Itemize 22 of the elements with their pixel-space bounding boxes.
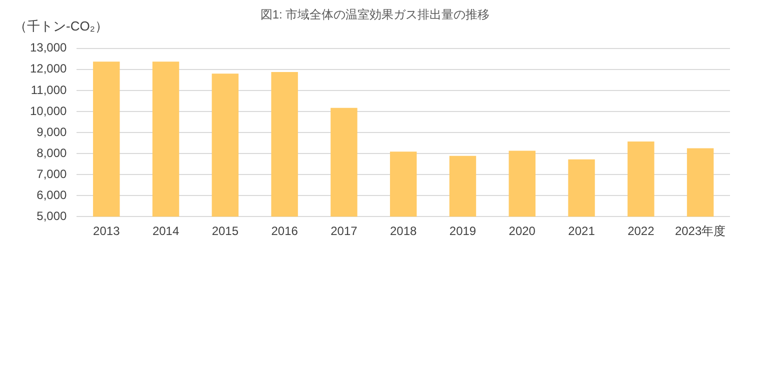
y-tick-label: 5,000: [36, 208, 68, 223]
y-tick-label: 10,000: [30, 104, 68, 118]
y-tick-label: 9,000: [36, 124, 68, 139]
x-tick-label: 2023年度: [674, 224, 726, 238]
y-tick-label: 11,000: [30, 82, 68, 97]
x-tick-label: 2015: [212, 224, 239, 238]
y-axis-title: （千トン-CO₂）: [14, 18, 108, 34]
x-tick-label: 2018: [390, 224, 418, 238]
y-tick-label: 12,000: [30, 62, 68, 76]
y-tick-label: 6,000: [36, 188, 68, 202]
x-tick-label: 2016: [271, 224, 298, 238]
x-tick-label: 2019: [449, 224, 476, 238]
y-tick-label: 7,000: [36, 166, 68, 181]
x-tick-label: 2017: [330, 224, 358, 238]
x-tick-label: 2013: [93, 224, 120, 238]
x-tick-label: 2020: [508, 224, 536, 238]
chart-title: 図1: 市域全体の温室効果ガス排出量の推移: [260, 8, 490, 22]
y-tick-label: 8,000: [36, 146, 68, 160]
x-tick-label: 2022: [628, 224, 655, 238]
x-tick-label: 2014: [152, 224, 180, 238]
x-tick-label: 2021: [568, 224, 596, 238]
y-tick-label: 13,000: [30, 40, 68, 55]
